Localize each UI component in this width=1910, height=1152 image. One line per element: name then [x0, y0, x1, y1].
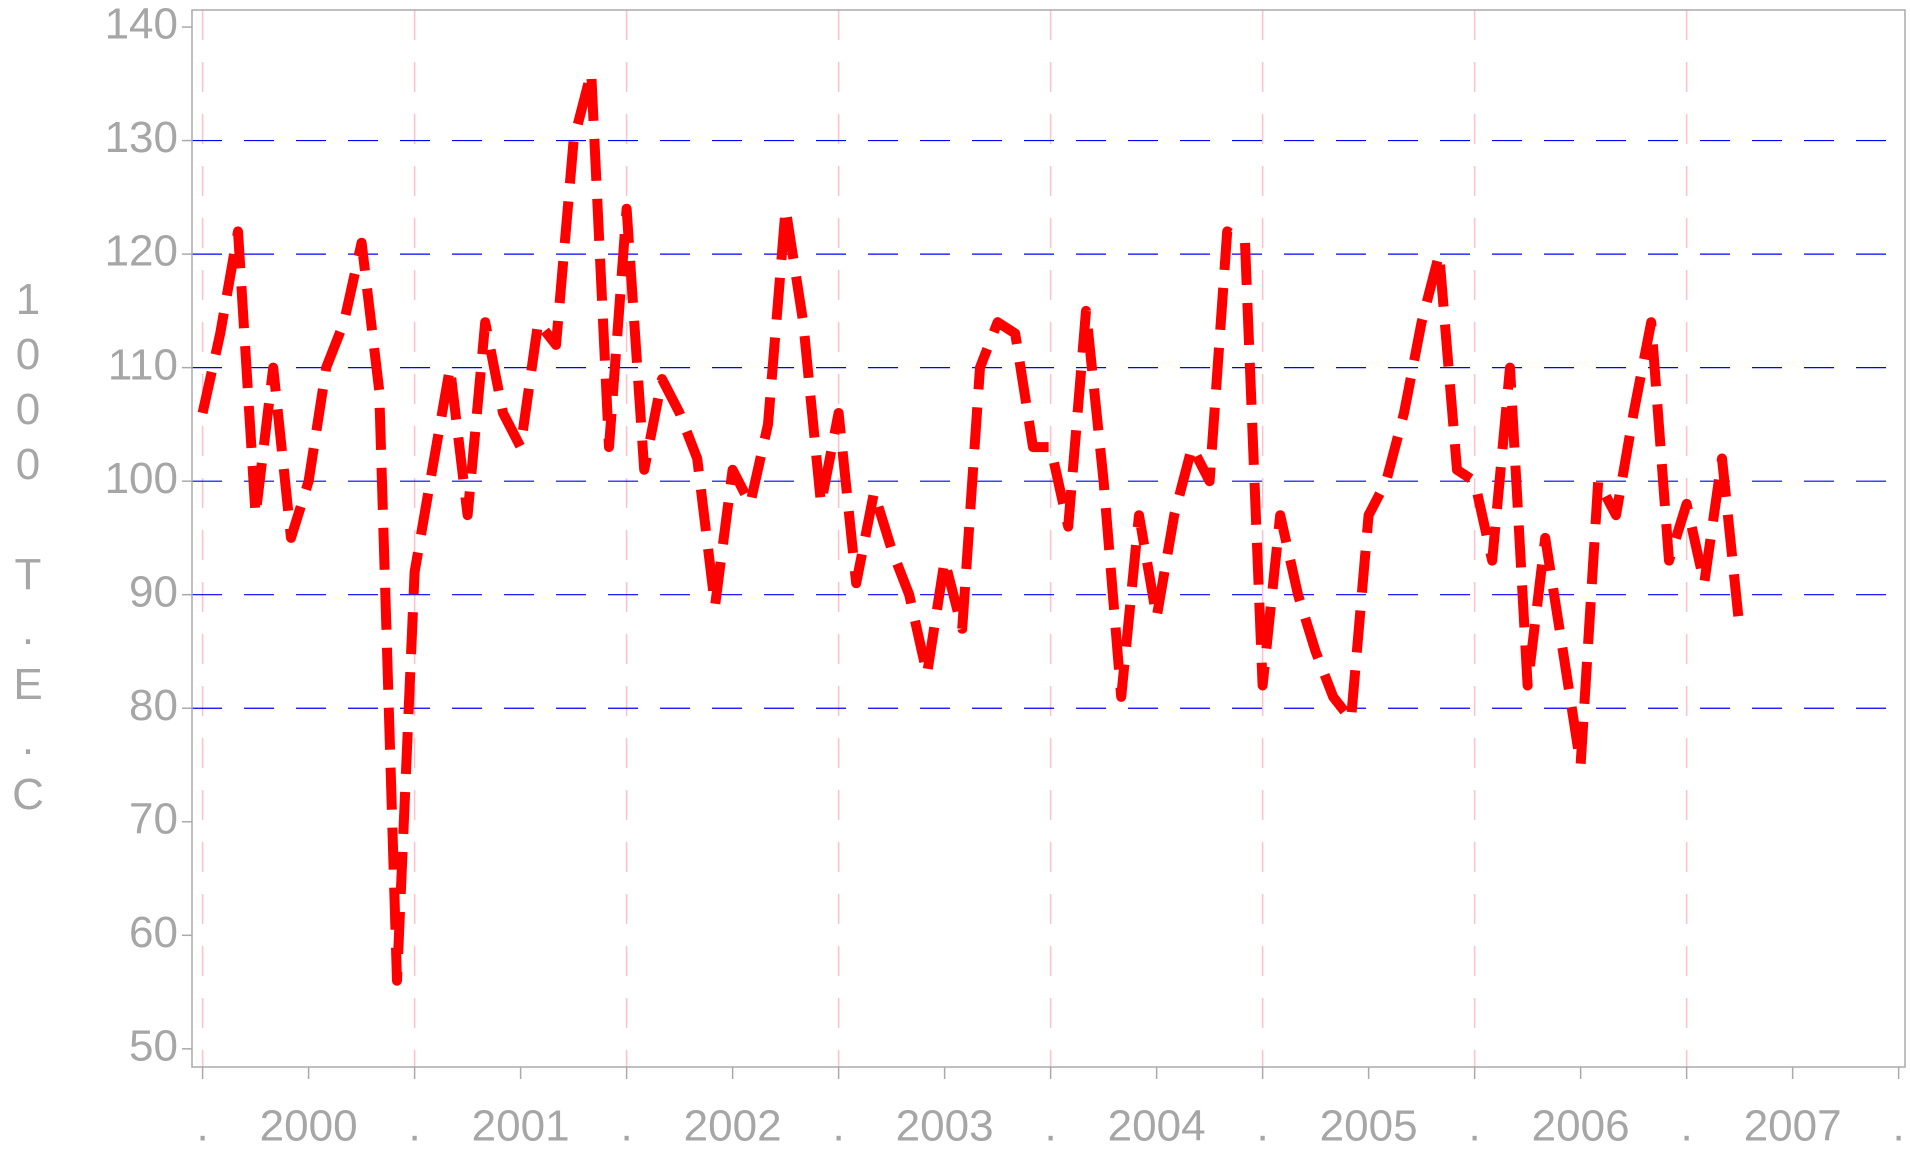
x-tick-label: .	[1257, 1102, 1269, 1151]
plot-frame	[191, 9, 1906, 1068]
x-tick-label: 2000	[260, 1102, 358, 1151]
y-tick-label: 120	[105, 227, 178, 276]
x-tick-label: 2002	[684, 1102, 782, 1151]
y-axis-label: 1000 T.E.C	[4, 275, 53, 825]
x-tick-label: .	[408, 1102, 420, 1151]
y-tick-label: 80	[129, 681, 178, 730]
x-tick-label: .	[1469, 1102, 1481, 1151]
x-tick-label: .	[832, 1102, 844, 1151]
y-tick-label: 90	[129, 567, 178, 616]
y-tick-label: 50	[129, 1021, 178, 1070]
x-tick-label: 2005	[1320, 1102, 1418, 1151]
y-tick-label: 110	[108, 340, 178, 389]
x-tick-label: .	[1681, 1102, 1693, 1151]
x-tick-label: 2003	[896, 1102, 994, 1151]
y-tick-label: 60	[129, 908, 178, 957]
data-line	[197, 67, 1745, 986]
x-tick-label: 2001	[472, 1102, 570, 1151]
y-tick-label: 140	[105, 0, 178, 49]
x-tick-label: 2007	[1744, 1102, 1842, 1151]
x-tick-label: .	[1045, 1102, 1057, 1151]
x-tick-label: .	[620, 1102, 632, 1151]
x-tick-label: .	[1893, 1102, 1905, 1151]
y-tick-label: 130	[105, 113, 178, 162]
x-tick-label: 2004	[1108, 1102, 1206, 1151]
x-tick-label: .	[196, 1102, 208, 1151]
y-tick-label: 70	[129, 794, 178, 843]
x-tick-label: 2006	[1532, 1102, 1630, 1151]
y-tick-label: 100	[105, 454, 178, 503]
